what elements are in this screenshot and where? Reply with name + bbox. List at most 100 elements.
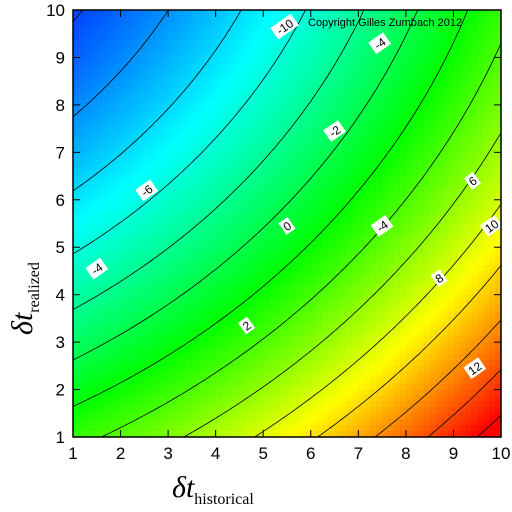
heatmap-cell (180, 187, 187, 195)
heatmap-cell (168, 353, 175, 361)
heatmap-cell (239, 419, 246, 426)
heatmap-cell (191, 336, 199, 343)
heatmap-cell (251, 158, 258, 165)
heatmap-cell (447, 158, 455, 165)
heatmap-cell (435, 395, 443, 403)
heatmap-cell (138, 140, 145, 147)
heatmap-cell (304, 81, 312, 88)
heatmap-cell (441, 288, 449, 296)
heatmap-cell (423, 282, 431, 290)
heatmap-cell (144, 330, 151, 337)
heatmap-cell (429, 211, 437, 219)
heatmap-cell (388, 122, 395, 130)
heatmap-cell (197, 383, 205, 391)
heatmap-cell (453, 377, 460, 385)
heatmap-cell (108, 146, 116, 153)
heatmap-cell (221, 45, 229, 53)
heatmap-cell (185, 371, 193, 379)
heatmap-cell (174, 217, 181, 225)
heatmap-cell (114, 359, 122, 367)
heatmap-cell (78, 419, 86, 426)
heatmap-cell (120, 318, 128, 325)
heatmap-cell (102, 110, 110, 118)
heatmap-cell (168, 276, 175, 284)
heatmap-cell (156, 146, 163, 153)
heatmap-cell (423, 413, 431, 420)
heatmap-cell (310, 170, 318, 177)
heatmap-cell (209, 146, 217, 153)
heatmap-cell (168, 389, 175, 397)
heatmap-cell (364, 51, 371, 59)
heatmap-cell (453, 81, 460, 88)
heatmap-cell (435, 93, 443, 100)
heatmap-cell (197, 146, 205, 153)
heatmap-cell (263, 253, 270, 260)
heatmap-cell (269, 395, 276, 403)
heatmap-cell (126, 81, 134, 88)
heatmap-cell (263, 21, 270, 29)
heatmap-cell (364, 39, 371, 47)
heatmap-cell (310, 253, 318, 260)
heatmap-cell (459, 181, 466, 189)
heatmap-cell (227, 235, 235, 242)
heatmap-cell (399, 276, 407, 284)
heatmap-cell (358, 306, 365, 314)
heatmap-cell (399, 342, 407, 349)
heatmap-cell (453, 401, 460, 408)
heatmap-cell (483, 158, 490, 165)
heatmap-cell (405, 282, 413, 290)
heatmap-cell (215, 235, 223, 242)
heatmap-cell (405, 75, 413, 82)
heatmap-cell (185, 401, 193, 408)
heatmap-cell (245, 199, 252, 207)
heatmap-cell (251, 51, 258, 59)
heatmap-cell (102, 294, 110, 302)
heatmap-cell (358, 431, 365, 438)
heatmap-cell (477, 223, 484, 231)
heatmap-cell (310, 419, 318, 426)
heatmap-cell (257, 247, 264, 254)
heatmap-cell (376, 288, 383, 296)
heatmap-cell (227, 300, 235, 308)
heatmap-cell (257, 176, 264, 183)
heatmap-cell (340, 87, 348, 94)
heatmap-cell (185, 122, 193, 130)
heatmap-cell (156, 158, 163, 165)
heatmap-cell (191, 199, 199, 207)
heatmap-cell (185, 282, 193, 290)
heatmap-cell (364, 45, 371, 53)
heatmap-cell (197, 247, 205, 254)
heatmap-cell (399, 223, 407, 231)
heatmap-cell (257, 15, 264, 23)
heatmap-cell (90, 164, 98, 171)
heatmap-cell (423, 312, 431, 319)
heatmap-cell (138, 205, 145, 213)
heatmap-cell (405, 122, 413, 130)
heatmap-cell (191, 365, 199, 373)
heatmap-cell (328, 353, 336, 361)
heatmap-cell (215, 104, 223, 112)
heatmap-cell (447, 75, 455, 82)
heatmap-cell (281, 211, 288, 219)
heatmap-cell (203, 324, 211, 331)
heatmap-cell (126, 116, 134, 124)
heatmap-cell (441, 51, 449, 59)
heatmap-cell (322, 377, 330, 385)
heatmap-cell (174, 235, 181, 242)
heatmap-cell (340, 294, 348, 302)
heatmap-cell (269, 235, 276, 242)
heatmap-cell (370, 318, 377, 325)
heatmap-cell (429, 87, 437, 94)
heatmap-cell (358, 383, 365, 391)
heatmap-cell (465, 21, 472, 29)
heatmap-cell (251, 15, 258, 23)
heatmap-cell (239, 128, 246, 136)
heatmap-cell (322, 104, 330, 112)
heatmap-cell (138, 371, 145, 379)
heatmap-cell (298, 407, 306, 414)
heatmap-cell (138, 259, 145, 266)
heatmap-cell (298, 395, 306, 403)
heatmap-cell (417, 63, 425, 70)
heatmap-cell (394, 170, 401, 177)
